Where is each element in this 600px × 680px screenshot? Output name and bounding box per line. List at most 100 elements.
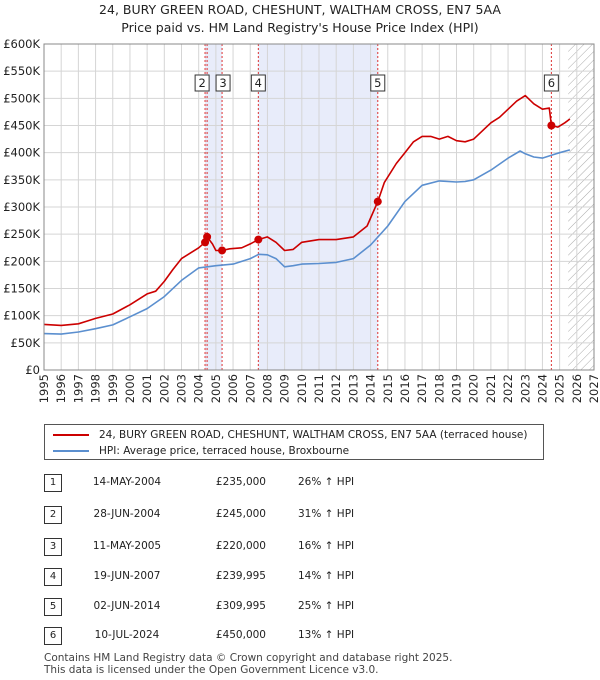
sale-hpi-change: 14% ↑ HPI [298,570,355,582]
x-tick-label: 2012 [329,374,343,403]
sale-price: £450,000 [215,629,266,641]
property-price-line [43,94,571,327]
x-tick-label: 1998 [89,374,103,403]
x-tick-label: 2013 [346,374,360,403]
sale-number: 2 [44,506,62,524]
sale-date: 28-JUN-2004 [93,508,161,520]
sale-number: 6 [44,627,62,645]
y-tick-label: £600K [3,37,40,51]
legend-item-hpi: HPI: Average price, terraced house, Brox… [53,443,349,459]
x-tick-label: 2023 [518,374,532,403]
x-tick-label: 2025 [553,374,567,403]
hpi-line [43,149,571,335]
sale-date: 19-JUN-2007 [93,570,161,582]
sale-date: 02-JUN-2014 [93,600,161,612]
legend-property-label: 24, BURY GREEN ROAD, CHESHUNT, WALTHAM C… [99,429,528,441]
y-tick-label: £200K [3,254,40,268]
sale-number: 4 [44,568,62,586]
sale-point [218,246,227,255]
y-tick-label: £0 [25,363,40,377]
legend-item-property: 24, BURY GREEN ROAD, CHESHUNT, WALTHAM C… [53,427,527,443]
x-tick-label: 2007 [243,374,257,403]
sale-point [547,121,556,130]
y-tick-label: £350K [3,173,40,187]
y-tick-label: £400K [3,146,40,160]
sale-label-box: 3 [215,74,231,92]
x-tick-label: 2017 [415,374,429,403]
sale-label-number: 5 [374,76,381,90]
x-tick-label: 2021 [484,374,498,403]
y-tick-label: £550K [3,64,40,78]
x-tick-label: 2014 [364,374,378,403]
sale-price: £309,995 [215,600,266,612]
x-tick-label: 1997 [71,374,85,403]
table-row: 1 14-MAY-2004 £235,000 26% ↑ HPI [0,474,600,494]
sale-label-frame [543,74,559,92]
sale-price: £220,000 [215,540,266,552]
sale-label-frame [250,74,266,92]
sale-hpi-change: 13% ↑ HPI [298,629,355,641]
x-tick-label: 1996 [54,374,68,403]
x-tick-label: 2006 [226,374,240,403]
x-tick-label: 2004 [192,374,206,403]
sale-label-box: 6 [543,74,559,92]
x-tick-label: 2020 [467,374,481,403]
sale-label-frame [194,74,210,92]
x-tick-label: 2009 [278,374,292,403]
sale-hpi-change: 16% ↑ HPI [298,540,355,552]
y-tick-label: £250K [3,227,40,241]
sale-point [373,197,382,206]
y-tick-label: £150K [3,282,40,296]
x-tick-label: 2022 [501,374,515,403]
x-tick-label: 2015 [381,374,395,403]
legend-property-line [53,434,89,436]
table-row: 2 28-JUN-2004 £245,000 31% ↑ HPI [0,506,600,526]
x-tick-label: 2024 [535,374,549,403]
sale-price: £235,000 [215,476,266,488]
x-tick-label: 1995 [37,374,51,403]
sale-number: 1 [44,474,62,492]
sale-label-number: 2 [198,76,205,90]
legend-hpi-line [53,450,89,452]
x-tick-label: 2016 [398,374,412,403]
chart-title-address: 24, BURY GREEN ROAD, CHESHUNT, WALTHAM C… [99,2,501,17]
table-row: 5 02-JUN-2014 £309,995 25% ↑ HPI [0,598,600,618]
table-row: 3 11-MAY-2005 £220,000 16% ↑ HPI [0,538,600,558]
sale-price: £239,995 [215,570,266,582]
plot-frame [43,43,595,371]
x-tick-label: 2010 [295,374,309,403]
sale-label-number: 3 [219,76,226,90]
footer-licence: This data is licensed under the Open Gov… [44,664,379,676]
sale-hpi-change: 25% ↑ HPI [298,600,355,612]
legend-hpi-label: HPI: Average price, terraced house, Brox… [99,445,350,457]
table-row: 4 19-JUN-2007 £239,995 14% ↑ HPI [0,568,600,588]
x-tick-label: 2005 [209,374,223,403]
x-tick-label: 2000 [123,374,137,403]
sale-hpi-change: 26% ↑ HPI [298,476,355,488]
chart-subtitle: Price paid vs. HM Land Registry's House … [121,20,479,35]
sale-date: 11-MAY-2005 [92,540,162,552]
y-tick-label: £100K [3,309,40,323]
sale-label-box: 4 [250,74,266,92]
sale-point [254,235,263,244]
footer-copyright: Contains HM Land Registry data © Crown c… [44,652,453,664]
x-tick-label: 2011 [312,374,326,403]
x-tick-label: 2003 [175,374,189,403]
sale-date: 14-MAY-2004 [92,476,162,488]
x-tick-label: 2008 [260,374,274,403]
sale-number: 3 [44,538,62,556]
y-tick-label: £500K [3,91,40,105]
table-row: 6 10-JUL-2024 £450,000 13% ↑ HPI [0,627,600,647]
sale-date: 10-JUL-2024 [94,629,160,641]
sale-hpi-change: 31% ↑ HPI [298,508,355,520]
sale-price: £245,000 [215,508,266,520]
sale-label-frame [215,74,231,92]
sale-point [203,232,212,241]
sale-label-box: 2 [194,74,210,92]
x-tick-label: 2018 [432,374,446,403]
x-tick-label: 1999 [106,374,120,403]
sale-number: 5 [44,598,62,616]
x-tick-label: 2027 [587,374,600,403]
sale-label-number: 6 [548,76,555,90]
